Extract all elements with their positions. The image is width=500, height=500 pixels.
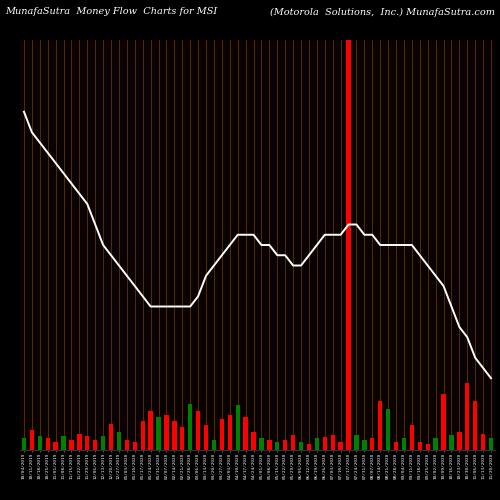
- Bar: [418, 442, 422, 450]
- Bar: [457, 432, 462, 450]
- Bar: [402, 438, 406, 450]
- Bar: [22, 438, 26, 450]
- Bar: [164, 415, 168, 450]
- Bar: [101, 436, 105, 450]
- Bar: [346, 40, 350, 450]
- Bar: [212, 440, 216, 450]
- Bar: [180, 428, 184, 450]
- Bar: [228, 415, 232, 450]
- Bar: [299, 442, 303, 450]
- Bar: [338, 442, 343, 450]
- Bar: [378, 401, 382, 450]
- Bar: [85, 436, 89, 450]
- Bar: [140, 422, 145, 450]
- Bar: [314, 438, 319, 450]
- Bar: [220, 419, 224, 450]
- Bar: [394, 442, 398, 450]
- Bar: [481, 434, 486, 450]
- Bar: [54, 442, 58, 450]
- Bar: [322, 436, 327, 450]
- Bar: [30, 430, 34, 450]
- Bar: [275, 442, 280, 450]
- Bar: [148, 411, 153, 450]
- Bar: [291, 434, 296, 450]
- Bar: [450, 434, 454, 450]
- Bar: [410, 426, 414, 450]
- Bar: [204, 426, 208, 450]
- Bar: [132, 442, 137, 450]
- Bar: [124, 440, 129, 450]
- Bar: [93, 440, 98, 450]
- Bar: [46, 438, 50, 450]
- Bar: [307, 444, 311, 450]
- Bar: [38, 436, 42, 450]
- Bar: [77, 434, 82, 450]
- Bar: [196, 411, 200, 450]
- Bar: [442, 394, 446, 450]
- Text: MunafaSutra  Money Flow  Charts for MSI: MunafaSutra Money Flow Charts for MSI: [5, 8, 217, 16]
- Bar: [489, 438, 493, 450]
- Bar: [330, 434, 335, 450]
- Bar: [236, 405, 240, 450]
- Bar: [354, 434, 358, 450]
- Text: (Motorola  Solutions,  Inc.) MunafaSutra.com: (Motorola Solutions, Inc.) MunafaSutra.c…: [270, 8, 495, 16]
- Bar: [156, 417, 160, 450]
- Bar: [386, 409, 390, 450]
- Bar: [244, 417, 248, 450]
- Bar: [267, 440, 272, 450]
- Bar: [252, 432, 256, 450]
- Bar: [70, 440, 73, 450]
- Bar: [172, 422, 176, 450]
- Bar: [362, 440, 366, 450]
- Bar: [62, 436, 66, 450]
- Bar: [465, 384, 469, 450]
- Bar: [109, 424, 113, 450]
- Bar: [117, 432, 121, 450]
- Bar: [426, 444, 430, 450]
- Bar: [434, 438, 438, 450]
- Bar: [370, 438, 374, 450]
- Bar: [473, 401, 478, 450]
- Bar: [188, 404, 192, 450]
- Bar: [260, 438, 264, 450]
- Bar: [283, 440, 288, 450]
